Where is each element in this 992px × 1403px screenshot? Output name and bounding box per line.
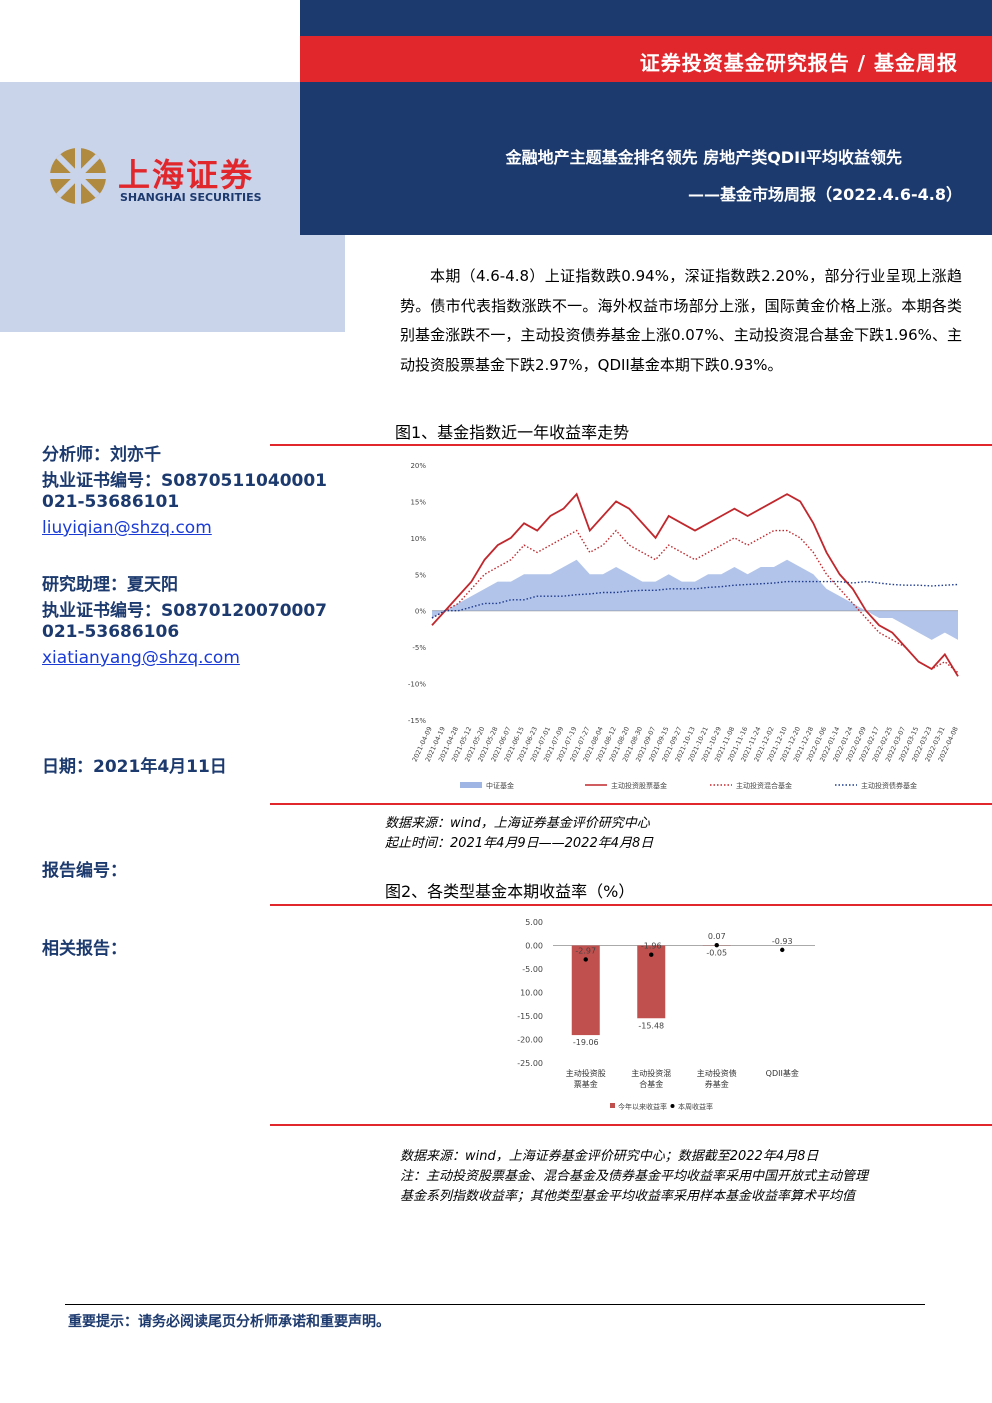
logo-subtext: SHANGHAI SECURITIES [120,191,262,204]
y-tick-label: 0.00 [525,942,543,951]
y-tick-label: -15% [408,717,426,725]
dot-value-label: -0.93 [772,937,793,946]
date: 日期：2021年4月11日 [42,757,227,777]
legend-label: 主动投资混合基金 [736,781,792,790]
header-band [300,0,992,36]
y-tick-label: 15% [410,498,426,506]
line-series [431,492,959,677]
dot-value-label: -2.97 [575,946,596,955]
source-note: 数据来源：wind，上海证券基金评价研究中心；数据截至2022年4月8日 [400,1149,819,1164]
dot [780,947,785,953]
dot-value-label: -1.96 [641,942,662,951]
y-tick-label: -25.00 [517,1059,543,1068]
header-red-band: 证券投资基金研究报告 / 基金周报 [300,36,992,82]
divider [270,1124,992,1126]
legend-swatch [610,1103,615,1108]
x-tick-label: 主动投资债券基金 [696,1069,737,1089]
dot-value-label: 0.07 [708,932,726,941]
bar [637,945,666,1019]
source-note: 数据来源：wind，上海证券基金评价研究中心 [385,816,650,831]
bar-chart: 5.00 0.00 -5.00 10.00 -15.00 -20.00 -25.00 -19.… [517,918,815,1111]
dot [583,957,588,962]
y-tick-label: -10% [408,681,426,689]
legend-label: 主动投资股票基金 [611,781,667,790]
title-panel [300,82,992,235]
y-tick-label: 5.00 [525,918,543,927]
figure-caption: 图1、基金指数近一年收益率走势 [395,423,630,442]
divider [270,904,992,906]
bar-value-label: -19.06 [573,1038,599,1047]
bar-value-label: -0.05 [706,949,727,958]
line-series [431,580,959,619]
logo-text: 上海证券 [118,156,255,194]
analyst: 分析师：刘亦千 [42,445,161,465]
legend-label: 本周收益率 [678,1102,713,1111]
x-tick-label: 主动投资股票基金 [565,1069,606,1089]
x-tick-label: 主动投资混合基金 [631,1069,672,1089]
area-series [432,559,958,640]
assistant-phone: 021-53686106 [42,622,180,642]
y-tick-label: 10.00 [520,989,543,998]
line-chart: -15%-10%-5%0%5%10%15%20%2021-04-092021-0… [408,462,960,790]
y-tick-label: 0% [415,608,426,616]
assistant-email[interactable]: xiatianyang@shzq.com [42,648,240,668]
legend-swatch [460,782,482,788]
x-tick-label: QDII基金 [765,1069,799,1078]
bar-chart-area: 5.00 0.00 -5.00 10.00 -15.00 -20.00 -25.00 -19.… [505,910,825,1115]
source-note: 注：主动投资股票基金、混合基金及债券基金平均收益率采用中国开放式主动管理 [400,1169,869,1184]
line-series [431,529,959,674]
report-number: 报告编号： [42,861,127,881]
report-title: 金融地产主题基金排名领先 房地产类QDII平均收益领先 [505,148,902,167]
legend-label: 主动投资债券基金 [861,781,917,790]
y-tick-label: -5.00 [522,965,543,974]
legend-swatch [670,1104,675,1108]
legend-label: 今年以来收益率 [618,1102,667,1111]
dot [649,952,654,957]
source-note: 起止时间：2021年4月9日——2022年4月8日 [385,836,654,851]
header-band-text: 证券投资基金研究报告 / 基金周报 [639,51,958,75]
analyst-phone: 021-53686101 [42,492,180,512]
assistant-cert: 执业证书编号：S0870120070007 [42,601,328,621]
divider [270,444,992,446]
bar-value-label: -15.48 [638,1021,664,1030]
y-tick-label: 10% [410,535,426,543]
divider [270,803,992,805]
logo-icon [50,148,106,204]
related-reports: 相关报告： [42,939,127,959]
analyst-email[interactable]: liuyiqian@shzq.com [42,518,212,538]
source-note: 基金系列指数收益率；其他类型基金平均收益率采用样本基金收益率算术平均值 [400,1189,856,1204]
report-subtitle: ——基金市场周报（2022.4.6-4.8） [688,185,962,204]
footer-line [65,1304,925,1305]
figure-caption: 图2、各类型基金本期收益率（%） [385,882,635,901]
summary: 本期（4.6-4.8）上证指数跌0.94%，深证指数跌2.20%，部分行业呈现上… [400,267,962,374]
dot [714,942,719,948]
footer-note: 重要提示：请务必阅读尾页分析师承诺和重要声明。 [68,1314,390,1330]
y-tick-label: -15.00 [517,1012,543,1021]
y-tick-label: 5% [415,571,426,579]
legend-label: 中证基金 [486,781,514,790]
analyst-cert: 执业证书编号：S0870511040001 [42,471,328,491]
assistant: 研究助理：夏天阳 [42,575,178,595]
logo-panel [0,82,345,332]
y-tick-label: -5% [412,644,426,652]
y-tick-label: 20% [410,462,426,470]
y-tick-label: -20.00 [517,1036,543,1045]
